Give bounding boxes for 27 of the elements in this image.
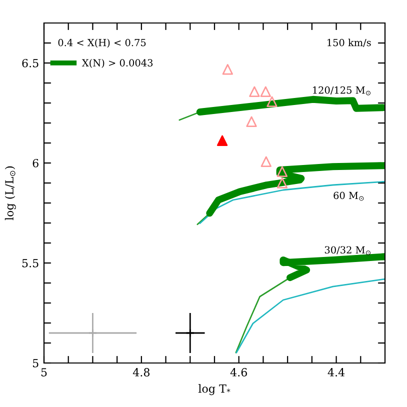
y-tick-label: 5.5	[22, 259, 38, 268]
annotation: 120/125 M$_{⊙}$	[313, 86, 370, 96]
point	[246, 116, 257, 127]
point	[88, 328, 98, 338]
point	[266, 96, 278, 107]
x-tick-label: 4.6	[230, 368, 247, 376]
x-tick-label: 4.4	[328, 368, 345, 376]
annotation: 60 M$_{⊙}$	[334, 192, 364, 201]
x-tick-label: 4.8	[132, 368, 150, 376]
point	[186, 328, 195, 338]
y-tick-label: 5	[33, 359, 38, 368]
point	[276, 166, 288, 177]
x-axis-title: log T$_{*}$	[198, 384, 230, 396]
y-tick-label: 6	[32, 158, 38, 168]
point	[260, 156, 272, 167]
point	[216, 135, 228, 146]
y-tick-label: 6.5	[22, 58, 38, 68]
annotation: 30/32 M$_{⊙}$	[324, 246, 370, 256]
point	[249, 86, 260, 97]
y-axis-title: log (L/L$_{⊙}$)	[4, 166, 16, 220]
legend-label: X(N) > 0.0043	[82, 58, 153, 68]
annotation: 150 km/s	[328, 38, 371, 47]
point	[260, 86, 272, 97]
annotation: 0.4 < X(H) < 0.75	[58, 38, 146, 48]
x-tick-label: 5	[41, 368, 47, 376]
point	[276, 178, 288, 188]
point	[222, 64, 234, 75]
